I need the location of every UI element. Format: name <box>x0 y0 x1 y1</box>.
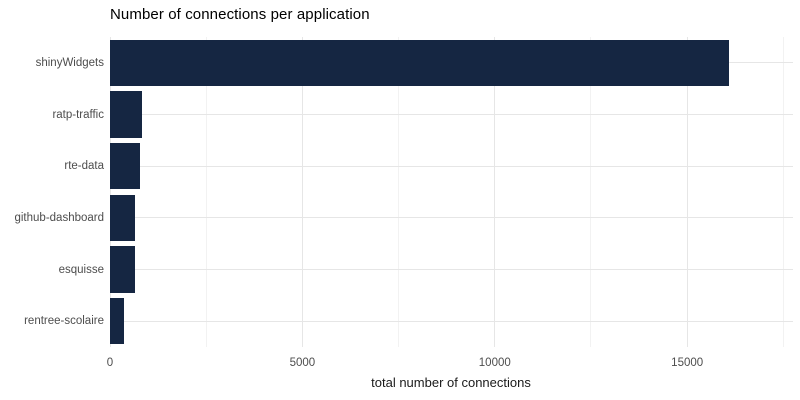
bar-rte-data <box>110 142 140 190</box>
bar-esquisse <box>110 246 135 293</box>
gridline-row-3 <box>110 217 793 219</box>
y-axis-label-rte-data: rte-data <box>64 160 104 173</box>
gridline-row-4 <box>110 269 793 270</box>
y-axis-labels: shinyWidgets ratp-traffic rte-data github-d… <box>0 37 104 347</box>
chart-title: Number of connections per application <box>110 6 370 23</box>
y-axis-label-rentree-scolaire: rentree-scolaire <box>24 315 104 328</box>
y-axis-label-github-dashboard: github-dashboard <box>14 211 104 224</box>
gridline-major-x0 <box>109 37 111 347</box>
gridline-major-x5000 <box>301 37 303 347</box>
gridline-major-x10000 <box>494 37 496 347</box>
y-axis-label-shinyWidgets: shinyWidgets <box>35 56 104 69</box>
y-axis-label-ratp-traffic: ratp-traffic <box>52 108 104 121</box>
gridline-minor-x17500 <box>782 37 784 347</box>
gridline-row-1 <box>110 114 793 115</box>
x-tick-label-15000: 15000 <box>671 357 704 369</box>
gridline-major-x15000 <box>686 37 688 347</box>
gridline-row-5 <box>110 320 793 322</box>
x-tick-label-0: 0 <box>106 357 114 369</box>
gridline-minor-x12500 <box>590 37 592 347</box>
bar-shinyWidgets <box>110 39 730 87</box>
bar-github-dashboard <box>110 194 136 242</box>
x-tick-label-10000: 10000 <box>478 357 511 369</box>
x-tick-label-5000: 5000 <box>289 357 316 369</box>
y-axis-label-esquisse: esquisse <box>58 263 104 276</box>
gridline-minor-x2500 <box>205 37 207 347</box>
bar-ratp-traffic <box>110 91 142 138</box>
plot-area <box>109 37 793 347</box>
gridline-minor-x7500 <box>398 37 400 347</box>
bar-rentree-scolaire <box>110 297 124 345</box>
x-axis-title: total number of connections <box>371 375 531 390</box>
gridline-row-2 <box>110 165 793 167</box>
